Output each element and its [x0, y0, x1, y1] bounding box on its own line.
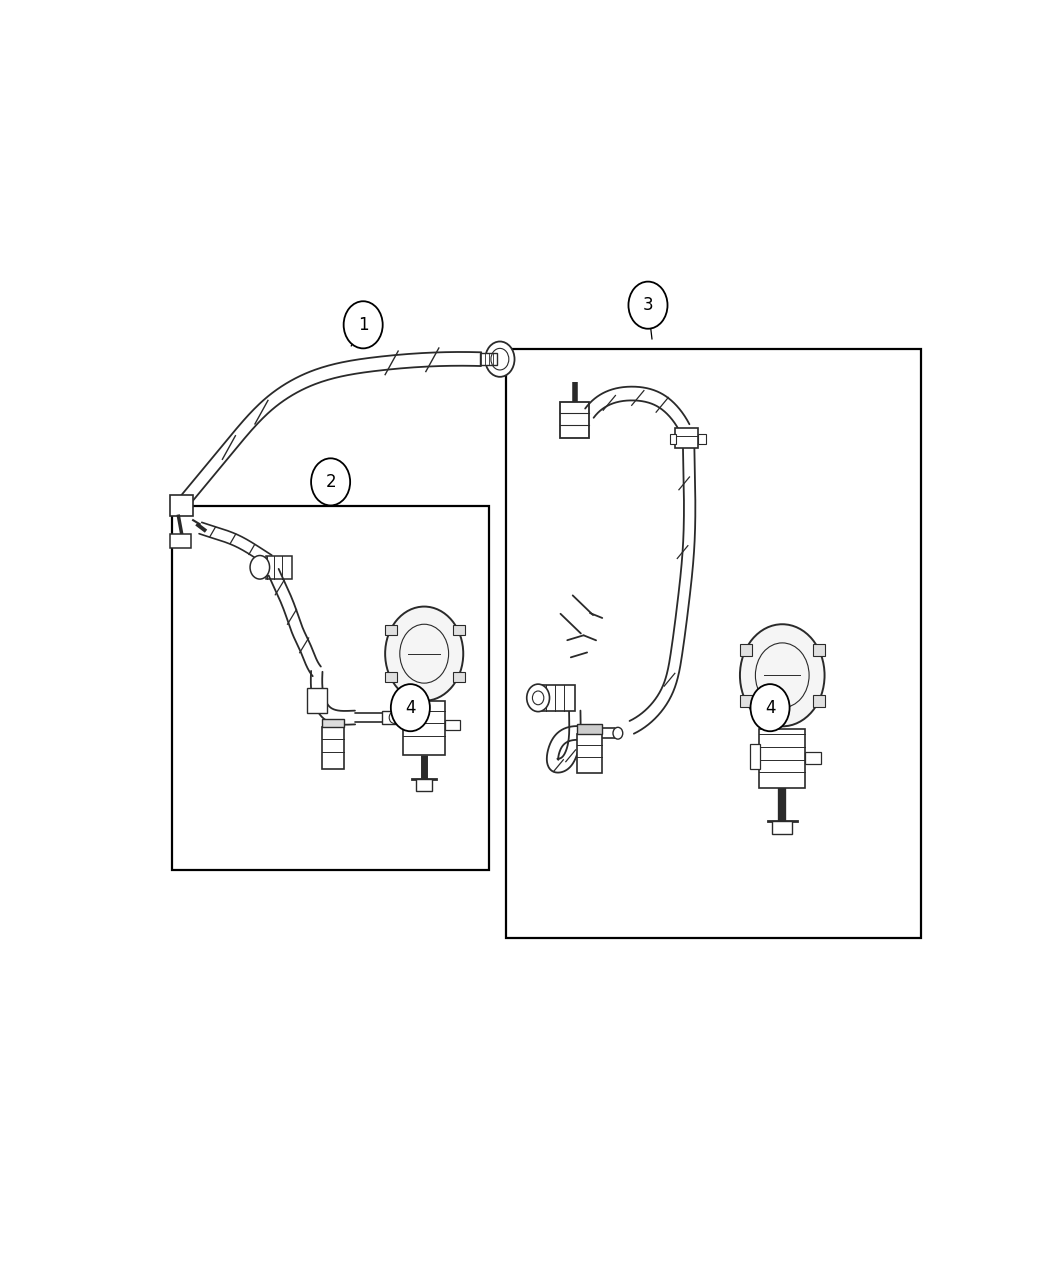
Bar [382, 710, 397, 724]
Circle shape [527, 685, 549, 711]
Bar [670, 434, 676, 444]
Bar [416, 779, 433, 790]
Circle shape [485, 342, 514, 377]
Bar [805, 752, 821, 764]
Bar [385, 625, 397, 635]
Text: 1: 1 [358, 316, 369, 334]
Bar [697, 434, 706, 444]
Circle shape [740, 625, 824, 727]
Circle shape [311, 458, 350, 505]
Bar [454, 672, 464, 682]
Text: 2: 2 [326, 473, 336, 491]
Bar [740, 695, 752, 706]
Bar [759, 729, 805, 788]
Text: 3: 3 [643, 296, 653, 314]
Bar [172, 506, 489, 870]
Bar [675, 428, 697, 448]
Bar [266, 556, 292, 579]
Bar [454, 625, 464, 635]
Circle shape [391, 685, 429, 732]
Circle shape [390, 711, 399, 723]
Bar [385, 672, 397, 682]
Bar [542, 685, 574, 710]
Circle shape [629, 282, 668, 329]
Bar [170, 534, 191, 548]
Bar [740, 644, 752, 655]
Bar [321, 727, 344, 769]
Bar [813, 644, 825, 655]
Bar [813, 695, 825, 706]
Bar [403, 701, 445, 755]
Bar [750, 745, 760, 769]
Bar [445, 720, 460, 731]
Bar [578, 734, 602, 774]
Text: 4: 4 [405, 699, 416, 717]
Bar [506, 349, 921, 938]
Bar [170, 495, 193, 516]
Bar [480, 353, 498, 365]
Circle shape [343, 301, 382, 348]
Bar [560, 403, 589, 437]
Bar [307, 688, 328, 713]
Text: 4: 4 [764, 699, 775, 717]
Circle shape [250, 556, 270, 579]
Bar [773, 821, 792, 834]
Circle shape [613, 727, 623, 739]
Bar [321, 719, 344, 727]
Circle shape [385, 607, 463, 701]
Bar [578, 724, 602, 734]
Circle shape [751, 685, 790, 732]
